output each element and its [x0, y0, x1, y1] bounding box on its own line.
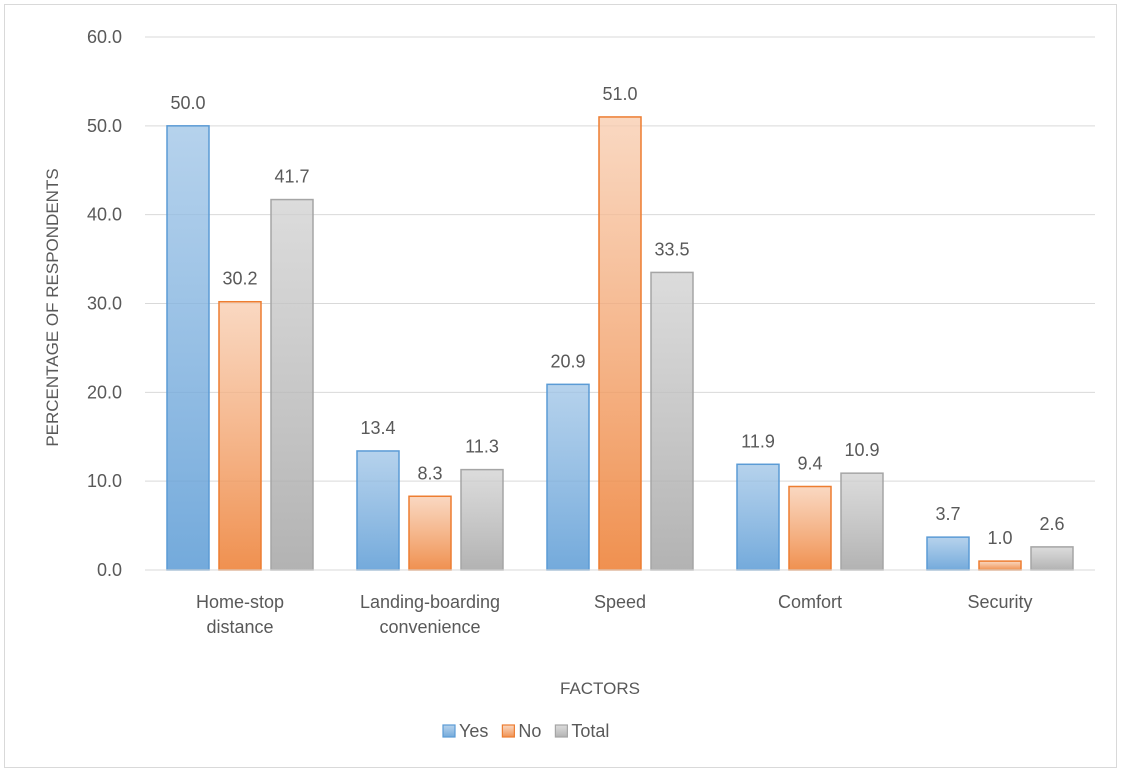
bar-total	[1030, 546, 1074, 571]
legend-swatch-no	[501, 724, 515, 738]
bar-no	[978, 560, 1022, 571]
bar-total	[840, 472, 884, 571]
bar-no	[218, 300, 262, 571]
bar-yes	[166, 125, 210, 571]
data-label: 8.3	[417, 463, 442, 483]
data-labels: 50.0 30.2 41.7 13.4 8.3 11.3 20.9 51.0 33.5 11.9 9…	[170, 84, 1064, 548]
y-tick-label: 60.0	[87, 27, 122, 47]
x-category-label: Security	[967, 592, 1032, 612]
x-category-label: convenience	[379, 617, 480, 637]
bar-yes	[736, 463, 780, 571]
bar-yes	[546, 383, 590, 571]
data-label: 51.0	[602, 84, 637, 104]
y-axis-ticks: 0.0 10.0 20.0 30.0 40.0 50.0 60.0	[87, 27, 122, 580]
x-axis-title: FACTORS	[560, 679, 640, 698]
x-axis-categories: Home-stop distance Landing-boarding conveni…	[196, 592, 1033, 637]
y-tick-label: 0.0	[97, 560, 122, 580]
bars	[166, 116, 1074, 571]
bar-yes	[926, 536, 970, 571]
y-tick-label: 20.0	[87, 382, 122, 402]
x-category-label: distance	[206, 617, 273, 637]
data-label: 9.4	[797, 453, 822, 473]
legend-label-yes: Yes	[459, 721, 488, 741]
bar-no	[408, 495, 452, 571]
bar-no	[788, 485, 832, 571]
data-label: 10.9	[844, 440, 879, 460]
y-axis-title: PERCENTAGE OF RESPONDENTS	[43, 168, 62, 446]
data-label: 20.9	[550, 351, 585, 371]
x-category-label: Home-stop	[196, 592, 284, 612]
legend: Yes No Total	[442, 721, 609, 741]
data-label: 11.9	[741, 431, 775, 451]
x-category-label: Comfort	[778, 592, 842, 612]
y-tick-label: 10.0	[87, 471, 122, 491]
bar-no	[598, 116, 642, 571]
bar-total	[270, 198, 314, 571]
data-label: 13.4	[360, 418, 395, 438]
legend-swatch-yes	[442, 724, 456, 738]
data-label: 1.0	[987, 528, 1012, 548]
legend-swatch-total	[554, 724, 568, 738]
data-label: 2.6	[1039, 514, 1064, 534]
bar-total	[460, 468, 504, 571]
y-tick-label: 50.0	[87, 116, 122, 136]
data-label: 30.2	[222, 269, 257, 289]
y-tick-label: 40.0	[87, 205, 122, 225]
y-tick-label: 30.0	[87, 294, 122, 314]
data-label: 50.0	[170, 93, 205, 113]
legend-label-total: Total	[571, 721, 609, 741]
data-label: 33.5	[654, 239, 689, 259]
data-label: 11.3	[465, 437, 499, 457]
legend-label-no: No	[518, 721, 541, 741]
x-category-label: Landing-boarding	[360, 592, 500, 612]
bar-total	[650, 271, 694, 571]
bar-yes	[356, 450, 400, 571]
data-label: 3.7	[935, 504, 960, 524]
data-label: 41.7	[274, 167, 309, 187]
x-category-label: Speed	[594, 592, 646, 612]
